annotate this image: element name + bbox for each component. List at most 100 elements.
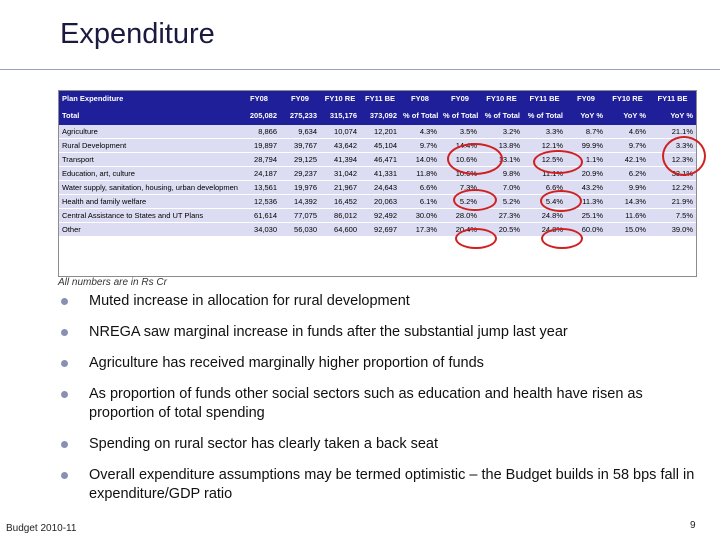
total-cell: % of Total xyxy=(440,105,480,125)
table-cell: 43.2% xyxy=(566,180,606,195)
table-cell: 3.3% xyxy=(523,125,566,139)
table-cell: 41,331 xyxy=(360,166,400,181)
header-cell: FY09 xyxy=(566,91,606,105)
total-cell: 373,092 xyxy=(360,105,400,125)
table-cell: 7.5% xyxy=(649,208,696,223)
table-cell: 6.6% xyxy=(400,180,440,195)
row-label: Health and family welfare xyxy=(59,194,238,209)
page-number: 9 xyxy=(690,520,696,531)
row-label: Other xyxy=(59,222,238,237)
total-cell: 205,082 xyxy=(238,105,280,125)
table-cell: 17.3% xyxy=(400,222,440,237)
table-cell: 4.6% xyxy=(606,125,649,139)
table-row: Agriculture 8,866 9,634 10,074 12,201 4.3% 3.5… xyxy=(59,125,696,139)
bullet-item: Overall expenditure assumptions may be t… xyxy=(58,466,698,504)
table-cell: 92,697 xyxy=(360,222,400,237)
header-cell: FY08 xyxy=(238,91,280,105)
table-cell: 9.7% xyxy=(400,138,440,153)
table-cell: 12,536 xyxy=(238,194,280,209)
table-cell: 42.1% xyxy=(606,152,649,167)
table-cell: 9.9% xyxy=(606,180,649,195)
highlight-circle-fy09-rural xyxy=(447,143,503,175)
table-row: Education, art, culture 24,187 29,237 31,04… xyxy=(59,166,696,181)
table-cell: 64,600 xyxy=(320,222,360,237)
table-cell: 29,125 xyxy=(280,152,320,167)
bullet-text: NREGA saw marginal increase in funds aft… xyxy=(89,324,568,340)
table-row: Water supply, sanitation, housing, urban… xyxy=(59,180,696,195)
table-cell: 16,452 xyxy=(320,194,360,209)
header-cell: FY10 RE xyxy=(480,91,523,105)
highlight-circle-fy11-rural xyxy=(533,150,583,174)
table-row: Health and family welfare 12,536 14,392 16,… xyxy=(59,194,696,209)
highlight-circle-fy09-education xyxy=(453,189,497,211)
bullet-text: Overall expenditure assumptions may be t… xyxy=(89,467,695,502)
table-row: Central Assistance to States and UT Plan… xyxy=(59,208,696,223)
table-cell: 12,201 xyxy=(360,125,400,139)
bullet-list: Muted increase in allocation for rural d… xyxy=(58,292,698,516)
table-cell: 3.5% xyxy=(440,125,480,139)
expenditure-table: Plan Expenditure FY08 FY09 FY10 RE FY11 … xyxy=(58,90,697,277)
table-cell: 92,492 xyxy=(360,208,400,223)
table-cell: 25.1% xyxy=(566,208,606,223)
table-cell: 99.9% xyxy=(566,138,606,153)
table-cell: 15.0% xyxy=(606,222,649,237)
bullet-item: Muted increase in allocation for rural d… xyxy=(58,292,698,311)
footer-label: Budget 2010-11 xyxy=(6,523,77,534)
table-cell: 29,237 xyxy=(280,166,320,181)
bullet-item: Spending on rural sector has clearly tak… xyxy=(58,435,698,454)
table-total-row: Total 205,082 275,233 315,176 373,092 % … xyxy=(59,105,696,125)
table-cell: 24,643 xyxy=(360,180,400,195)
table-cell: 30.0% xyxy=(400,208,440,223)
bullet-text: Spending on rural sector has clearly tak… xyxy=(89,436,439,452)
table-cell: 7.0% xyxy=(480,180,523,195)
table-cell: 28,794 xyxy=(238,152,280,167)
table-cell: 21.1% xyxy=(649,125,696,139)
table-cell: 6.2% xyxy=(606,166,649,181)
row-label: Central Assistance to States and UT Plan… xyxy=(59,208,238,223)
table-cell: 11.6% xyxy=(606,208,649,223)
table-cell: 12.2% xyxy=(649,180,696,195)
header-cell: FY10 RE xyxy=(320,91,360,105)
bullet-item: As proportion of funds other social sect… xyxy=(58,385,698,423)
total-cell: YoY % xyxy=(649,105,696,125)
row-label: Rural Development xyxy=(59,138,238,153)
table-header-row: Plan Expenditure FY08 FY09 FY10 RE FY11 … xyxy=(59,91,696,105)
total-cell: 275,233 xyxy=(280,105,320,125)
table-cell: 31,042 xyxy=(320,166,360,181)
table-cell: 39,767 xyxy=(280,138,320,153)
bullet-dot-icon xyxy=(61,360,68,367)
table-cell: 19,897 xyxy=(238,138,280,153)
header-cell: FY10 RE xyxy=(606,91,649,105)
highlight-circle-yoy-agri-rural xyxy=(662,136,706,176)
table-cell: 46,471 xyxy=(360,152,400,167)
table-row: Transport 28,794 29,125 41,394 46,471 14.0% 10… xyxy=(59,152,696,167)
bullet-text: Muted increase in allocation for rural d… xyxy=(89,293,410,309)
bullet-dot-icon xyxy=(61,391,68,398)
table-cell: 9,634 xyxy=(280,125,320,139)
table-cell: 14.3% xyxy=(606,194,649,209)
highlight-circle-fy11-education xyxy=(540,190,582,212)
bullet-dot-icon xyxy=(61,472,68,479)
bullet-dot-icon xyxy=(61,441,68,448)
row-label: Transport xyxy=(59,152,238,167)
header-cell: FY09 xyxy=(440,91,480,105)
header-cell: Plan Expenditure xyxy=(59,91,238,105)
bullet-text: As proportion of funds other social sect… xyxy=(89,386,643,421)
table-cell: 86,012 xyxy=(320,208,360,223)
table-cell: 21,967 xyxy=(320,180,360,195)
table-cell: 19,976 xyxy=(280,180,320,195)
bullet-dot-icon xyxy=(61,329,68,336)
header-cell: FY08 xyxy=(400,91,440,105)
highlight-circle-fy09-health xyxy=(455,228,497,249)
table-cell: 24,187 xyxy=(238,166,280,181)
total-cell: % of Total xyxy=(480,105,523,125)
table-cell: 39.0% xyxy=(649,222,696,237)
bullet-item: Agriculture has received marginally high… xyxy=(58,354,698,373)
total-cell: % of Total xyxy=(523,105,566,125)
table-cell: 56,030 xyxy=(280,222,320,237)
table-cell: 21.9% xyxy=(649,194,696,209)
title-divider xyxy=(0,69,720,70)
table-cell: 14,392 xyxy=(280,194,320,209)
table-cell: 24.8% xyxy=(523,208,566,223)
table-row: Other 34,030 56,030 64,600 92,697 17.3% 20.4% 2… xyxy=(59,222,696,237)
